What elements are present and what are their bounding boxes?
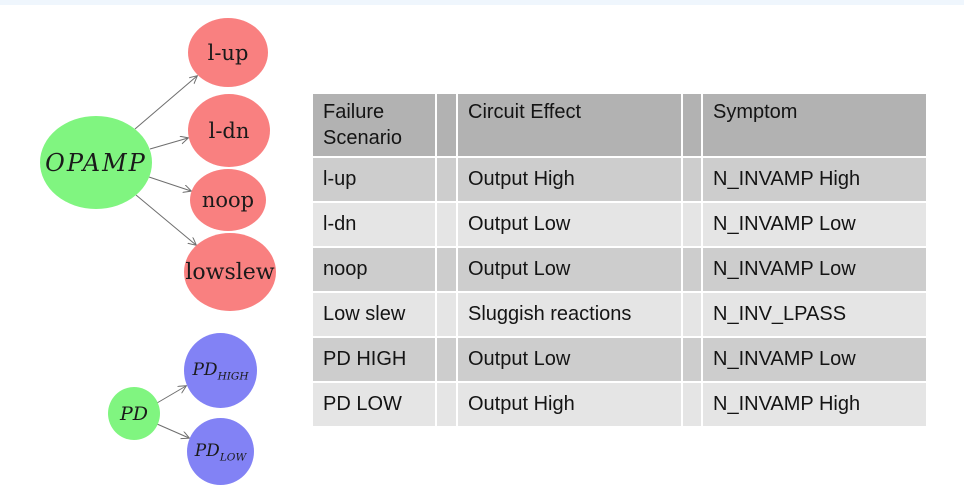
header-spacer-1	[437, 94, 456, 156]
node-l-dn-label: l-dn	[208, 118, 250, 143]
arrow-opamp-to-l-up	[134, 76, 197, 130]
cell-scenario: l-dn	[313, 203, 435, 246]
table-header-row: Failure Scenario Circuit Effect Symptom	[313, 94, 926, 156]
cell-spacer	[683, 338, 701, 381]
cell-symptom: N_INVAMP High	[703, 383, 926, 426]
cell-scenario: noop	[313, 248, 435, 291]
node-pd-low-label-main: PD	[194, 440, 220, 461]
node-opamp-label: OPAMP	[45, 148, 147, 177]
cell-effect: Output Low	[458, 203, 681, 246]
table-row: PD HIGH Output Low N_INVAMP Low	[313, 338, 926, 381]
cell-effect: Output High	[458, 158, 681, 201]
cell-spacer	[683, 158, 701, 201]
node-pd-low: PDLOW	[187, 418, 254, 485]
node-pd-low-label: PDLOW	[195, 441, 247, 463]
node-pd-label: PD	[119, 402, 149, 425]
table-row: Low slew Sluggish reactions N_INV_LPASS	[313, 293, 926, 336]
cell-spacer	[683, 203, 701, 246]
cell-effect: Output Low	[458, 338, 681, 381]
arrow-opamp-to-lowslew	[135, 194, 196, 245]
node-opamp: OPAMP	[40, 116, 152, 209]
cell-spacer	[437, 383, 456, 426]
arrow-opamp-to-l-dn	[149, 138, 188, 150]
node-noop: noop	[190, 169, 266, 231]
cell-spacer	[683, 293, 701, 336]
cell-symptom: N_INVAMP High	[703, 158, 926, 201]
node-l-dn: l-dn	[188, 94, 270, 167]
table-row: l-dn Output Low N_INVAMP Low	[313, 203, 926, 246]
top-window-strip	[0, 0, 964, 5]
header-failure-scenario: Failure Scenario	[313, 94, 435, 156]
arrow-pd-to-pd-high	[156, 386, 186, 404]
header-symptom: Symptom	[703, 94, 926, 156]
cell-scenario: l-up	[313, 158, 435, 201]
node-pd: PD	[108, 387, 160, 440]
arrow-opamp-to-noop	[148, 176, 191, 191]
cell-effect: Output Low	[458, 248, 681, 291]
node-pd-high-label: PDHIGH	[192, 360, 248, 382]
table-row: noop Output Low N_INVAMP Low	[313, 248, 926, 291]
header-spacer-2	[683, 94, 701, 156]
cell-symptom: N_INVAMP Low	[703, 248, 926, 291]
cell-scenario: PD LOW	[313, 383, 435, 426]
cell-spacer	[437, 338, 456, 381]
cell-scenario: PD HIGH	[313, 338, 435, 381]
node-pd-high-label-main: PD	[192, 359, 218, 380]
cell-effect: Sluggish reactions	[458, 293, 681, 336]
cell-spacer	[437, 248, 456, 291]
table-row: l-up Output High N_INVAMP High	[313, 158, 926, 201]
cell-spacer	[437, 158, 456, 201]
node-l-up-label: l-up	[207, 40, 249, 65]
cell-spacer	[683, 248, 701, 291]
cell-symptom: N_INV_LPASS	[703, 293, 926, 336]
header-circuit-effect: Circuit Effect	[458, 94, 681, 156]
failure-scenario-table: Failure Scenario Circuit Effect Symptom …	[311, 92, 928, 428]
node-lowslew: lowslew	[184, 233, 276, 311]
node-pd-high: PDHIGH	[184, 333, 257, 408]
node-pd-low-label-sub: LOW	[219, 450, 247, 463]
cell-symptom: N_INVAMP Low	[703, 338, 926, 381]
cell-symptom: N_INVAMP Low	[703, 203, 926, 246]
node-pd-high-label-sub: HIGH	[217, 369, 249, 382]
cell-spacer	[437, 203, 456, 246]
node-noop-label: noop	[201, 188, 255, 212]
cell-spacer	[437, 293, 456, 336]
cell-spacer	[683, 383, 701, 426]
cell-effect: Output High	[458, 383, 681, 426]
cell-scenario: Low slew	[313, 293, 435, 336]
node-l-up: l-up	[188, 18, 268, 87]
arrow-pd-to-pd-low	[156, 423, 189, 438]
table-row: PD LOW Output High N_INVAMP High	[313, 383, 926, 426]
node-lowslew-label: lowslew	[185, 259, 275, 285]
